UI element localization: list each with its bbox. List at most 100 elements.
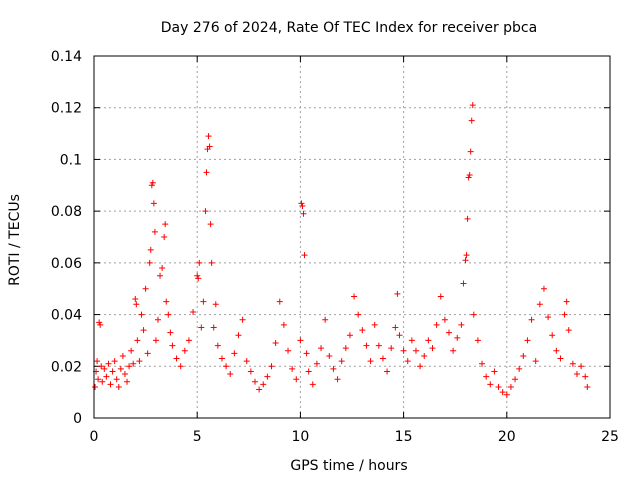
data-point-marker <box>272 340 279 347</box>
data-point-marker <box>146 259 153 266</box>
data-point-marker <box>200 298 207 305</box>
data-point-marker <box>99 378 106 385</box>
data-point-marker <box>584 383 591 390</box>
data-point-marker <box>582 373 589 380</box>
x-tick-label: 15 <box>395 429 413 445</box>
y-tick-label: 0 <box>73 411 82 427</box>
data-point-marker <box>95 376 102 383</box>
data-point-marker <box>107 381 114 388</box>
data-point-marker <box>251 378 258 385</box>
x-tick-label: 10 <box>291 429 309 445</box>
grid-lines <box>94 56 610 418</box>
data-point-marker <box>165 311 172 318</box>
data-point-marker <box>239 316 246 323</box>
data-point-marker <box>561 311 568 318</box>
data-point-marker <box>177 363 184 370</box>
data-point-marker <box>540 285 547 292</box>
data-point-marker <box>363 342 370 349</box>
data-point-marker <box>421 352 428 359</box>
data-point-marker <box>503 391 510 398</box>
data-point-marker <box>346 332 353 339</box>
x-tick-labels: 0 5 10 15 20 25 <box>90 429 619 445</box>
axis-ticks <box>93 55 611 419</box>
data-point-marker <box>289 365 296 372</box>
data-point-marker <box>264 373 271 380</box>
data-point-marker <box>181 347 188 354</box>
data-point-marker <box>417 363 424 370</box>
data-point-marker <box>408 337 415 344</box>
data-point-marker <box>297 337 304 344</box>
y-tick-label: 0.06 <box>51 256 82 272</box>
data-point-marker <box>256 386 263 393</box>
data-point-marker <box>466 171 473 178</box>
data-point-marker <box>152 337 159 344</box>
data-point-marker <box>214 342 221 349</box>
data-point-marker <box>126 363 133 370</box>
data-point-marker <box>375 342 382 349</box>
data-point-marker <box>465 174 472 181</box>
data-point-marker <box>491 368 498 375</box>
data-point-marker <box>151 228 158 235</box>
data-point-marker <box>293 376 300 383</box>
y-tick-label: 0.08 <box>51 204 82 220</box>
data-point-marker <box>305 368 312 375</box>
data-point-marker <box>173 355 180 362</box>
data-point-marker <box>303 350 310 357</box>
data-point-marker <box>140 327 147 334</box>
data-point-marker <box>159 265 166 272</box>
data-point-marker <box>185 337 192 344</box>
y-axis-label: ROTI / TECUs <box>7 194 23 286</box>
data-point-marker <box>578 363 585 370</box>
data-point-marker <box>532 358 539 365</box>
data-point-marker <box>210 324 217 331</box>
data-point-marker <box>458 321 465 328</box>
data-point-marker <box>124 378 131 385</box>
data-point-marker <box>367 358 374 365</box>
data-point-marker <box>136 358 143 365</box>
data-point-marker <box>208 259 215 266</box>
data-point-marker <box>318 345 325 352</box>
chart-title: Day 276 of 2024, Rate Of TEC Index for r… <box>161 20 537 36</box>
data-point-marker <box>138 311 145 318</box>
data-point-marker <box>280 321 287 328</box>
data-point-marker <box>101 365 108 372</box>
data-point-marker <box>516 365 523 372</box>
data-point-marker <box>119 352 126 359</box>
data-point-marker <box>206 143 213 150</box>
data-point-marker <box>468 117 475 124</box>
data-point-marker <box>463 252 470 259</box>
x-axis-label: GPS time / hours <box>290 458 407 474</box>
data-point-marker <box>549 332 556 339</box>
data-point-marker <box>98 363 105 370</box>
data-point-marker <box>351 293 358 300</box>
data-point-marker <box>97 321 104 328</box>
x-tick-label: 20 <box>498 429 516 445</box>
data-point-marker <box>92 383 99 390</box>
data-point-marker <box>565 327 572 334</box>
data-point-marker <box>371 321 378 328</box>
data-points <box>92 102 591 398</box>
x-tick-label: 5 <box>193 429 202 445</box>
data-point-marker <box>243 358 250 365</box>
data-point-marker <box>154 316 161 323</box>
data-point-marker <box>111 358 118 365</box>
data-point-marker <box>162 221 169 228</box>
data-point-marker <box>130 360 137 367</box>
data-point-marker <box>528 316 535 323</box>
data-point-marker <box>144 350 151 357</box>
data-point-marker <box>467 148 474 155</box>
data-point-marker <box>276 298 283 305</box>
data-point-marker <box>268 363 275 370</box>
data-point-marker <box>167 329 174 336</box>
data-point-marker <box>299 202 306 209</box>
data-point-marker <box>334 376 341 383</box>
data-point-marker <box>235 332 242 339</box>
data-point-marker <box>195 275 202 282</box>
data-point-marker <box>483 373 490 380</box>
data-point-marker <box>218 355 225 362</box>
data-point-marker <box>198 324 205 331</box>
data-point-marker <box>247 368 254 375</box>
data-point-marker <box>404 358 411 365</box>
y-tick-label: 0.14 <box>51 49 82 65</box>
data-point-marker <box>117 365 124 372</box>
